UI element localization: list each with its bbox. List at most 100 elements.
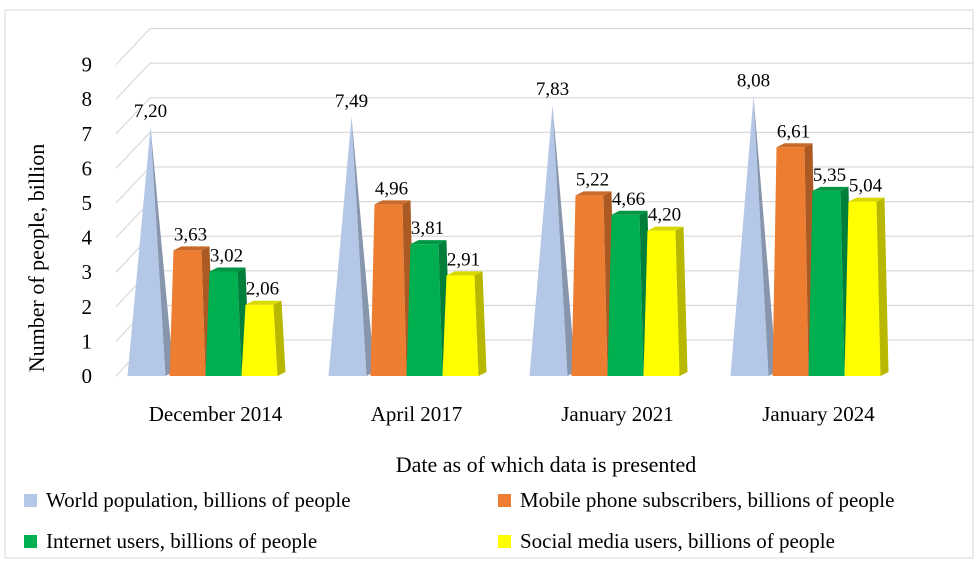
bar-top — [611, 210, 648, 215]
legend-swatch — [24, 535, 37, 548]
data-label: 5,22 — [576, 169, 609, 190]
bar-face — [205, 271, 242, 376]
data-label: 2,06 — [246, 279, 279, 300]
bar — [127, 126, 174, 376]
data-label: 7,83 — [536, 79, 569, 100]
y-tick-label: 7 — [82, 122, 93, 146]
bar-top — [812, 186, 849, 191]
data-label: 3,63 — [174, 224, 207, 245]
y-axis-ticks: 0 1 2 3 4 5 6 7 8 9 — [82, 53, 93, 388]
bar — [442, 271, 487, 376]
bar-face — [808, 190, 845, 376]
legend-swatch — [498, 535, 511, 548]
legend-label: Mobile phone subscribers, billions of pe… — [520, 488, 894, 512]
x-category-label: April 2017 — [371, 402, 463, 426]
grid-diag — [115, 131, 151, 169]
data-label: 4,20 — [648, 205, 681, 226]
bar-side — [273, 300, 286, 376]
legend: World population, billions of people Mobi… — [24, 488, 894, 553]
bar — [241, 300, 286, 376]
bar — [844, 197, 889, 376]
legend-item: World population, billions of people — [24, 488, 351, 512]
x-axis-categories: December 2014 April 2017 January 2021 Janua… — [149, 402, 876, 426]
bar-top — [173, 246, 210, 251]
bar-side — [675, 226, 688, 376]
y-tick-label: 6 — [82, 156, 93, 180]
bar-top — [776, 143, 813, 148]
y-tick-label: 8 — [82, 87, 93, 111]
bar-face — [772, 147, 809, 376]
data-label: 5,35 — [813, 165, 846, 186]
bar-side — [753, 96, 777, 376]
legend-swatch — [498, 494, 511, 507]
data-label: 7,20 — [134, 101, 167, 122]
bar-face — [169, 250, 206, 376]
bar — [730, 96, 777, 376]
data-label: 2,91 — [447, 249, 480, 270]
legend-label: World population, billions of people — [46, 488, 351, 512]
data-labels: 7,20 7,49 7,83 8,08 3,63 4,96 5,22 6,61 3,02 3,81… — [134, 70, 883, 299]
bars — [127, 96, 889, 376]
legend-label: Social media users, billions of people — [520, 529, 835, 553]
data-label: 3,02 — [210, 246, 243, 267]
bar — [328, 116, 375, 376]
bar-face — [529, 105, 568, 376]
y-tick-label: 1 — [82, 329, 93, 353]
bar-top — [374, 200, 411, 205]
bar — [529, 105, 576, 376]
bar-top — [245, 300, 282, 305]
bar-top — [209, 267, 246, 272]
bar-face — [127, 126, 166, 376]
bar-face — [571, 195, 608, 376]
x-category-label: December 2014 — [149, 402, 283, 426]
y-tick-label: 9 — [82, 53, 93, 77]
bar-top — [647, 226, 684, 231]
bar-top — [848, 197, 885, 202]
data-label: 5,04 — [849, 176, 883, 197]
grid-diag — [115, 166, 151, 204]
y-tick-label: 5 — [82, 191, 93, 215]
bar-side — [351, 116, 375, 376]
legend-swatch — [24, 494, 37, 507]
data-label: 4,96 — [375, 178, 408, 199]
bar-side — [474, 271, 487, 376]
bar-face — [730, 96, 769, 376]
data-label: 4,66 — [612, 189, 645, 210]
x-category-label: January 2024 — [762, 402, 875, 426]
bar-side — [876, 197, 889, 376]
y-tick-label: 4 — [82, 226, 93, 250]
bar-face — [241, 304, 278, 376]
y-tick-label: 0 — [82, 364, 93, 388]
data-label: 6,61 — [777, 121, 810, 142]
bar-face — [406, 244, 443, 376]
bar-face — [607, 214, 644, 376]
bar-top — [410, 240, 447, 245]
bar-side — [150, 126, 174, 376]
legend-label: Internet users, billions of people — [46, 529, 317, 553]
bar-top — [575, 191, 612, 196]
bar-face — [844, 201, 881, 376]
bar-face — [370, 204, 407, 376]
data-label: 8,08 — [737, 70, 770, 91]
x-axis-title: Date as of which data is presented — [396, 452, 697, 477]
grid-diag — [115, 97, 151, 135]
x-category-label: January 2021 — [561, 402, 674, 426]
bar-top — [446, 271, 483, 276]
legend-item: Internet users, billions of people — [24, 529, 317, 553]
bar-side — [552, 105, 576, 376]
y-axis-title: Number of people, billion — [24, 144, 49, 373]
data-label: 3,81 — [411, 218, 444, 239]
grid-diag — [115, 62, 151, 100]
bar-face — [442, 275, 479, 376]
data-label: 7,49 — [335, 91, 368, 112]
legend-item: Social media users, billions of people — [498, 529, 835, 553]
bar — [643, 226, 688, 376]
bar-face — [328, 116, 367, 376]
grid-diag — [115, 28, 151, 66]
bar-face — [643, 230, 680, 376]
y-tick-label: 3 — [82, 260, 93, 284]
legend-item: Mobile phone subscribers, billions of pe… — [498, 488, 894, 512]
y-tick-label: 2 — [82, 295, 93, 319]
